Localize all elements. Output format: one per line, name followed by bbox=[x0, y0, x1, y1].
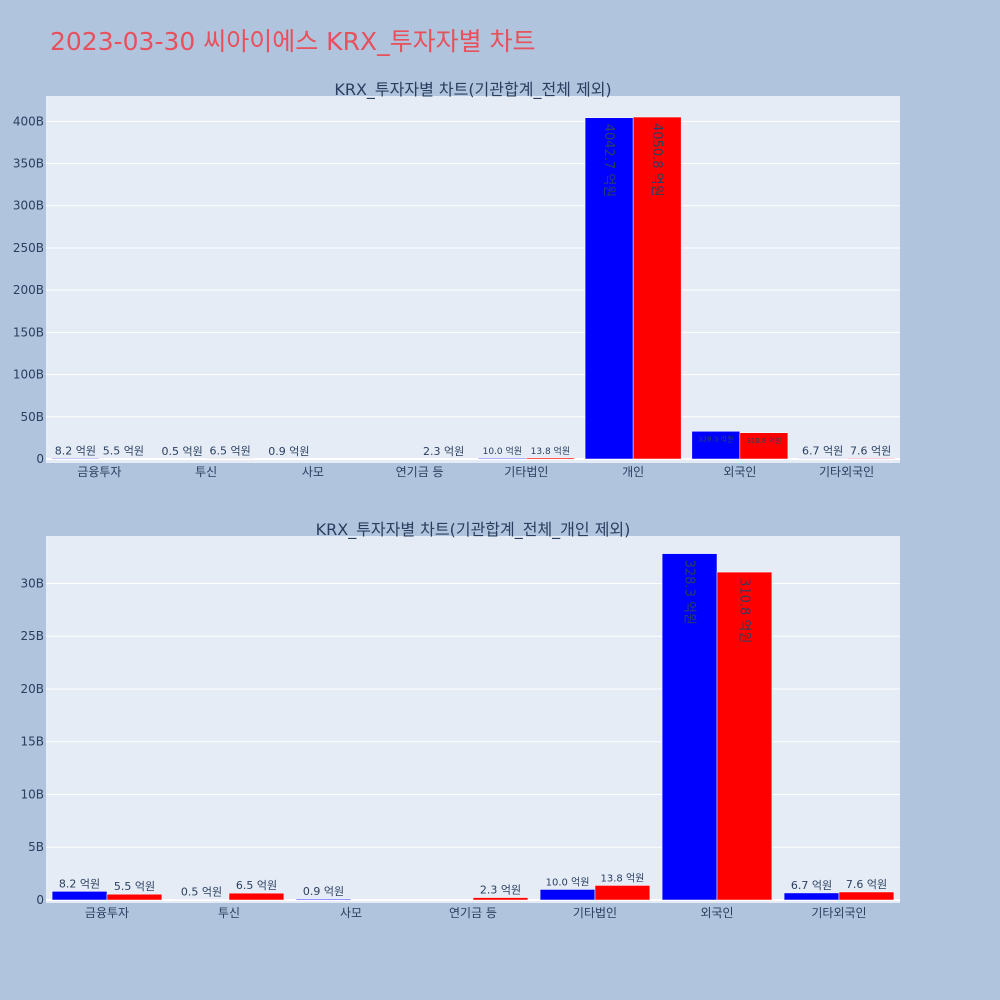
y-tick-label: 25B bbox=[20, 629, 44, 643]
y-tick-label: 300B bbox=[13, 199, 44, 213]
y-tick-label: 350B bbox=[13, 157, 44, 171]
bar-2 bbox=[838, 891, 895, 901]
x-tick-label: 외국인 bbox=[723, 465, 756, 479]
bar-1 bbox=[798, 458, 847, 460]
x-tick-label: 사모 bbox=[340, 906, 362, 920]
data-label: 10.0 억원 bbox=[546, 876, 590, 888]
data-label: 6.7 억원 bbox=[802, 444, 843, 457]
data-label: 2.3 억원 bbox=[423, 445, 464, 458]
bar-2 bbox=[846, 458, 895, 460]
bar-1 bbox=[295, 898, 352, 901]
chart-title: KRX_투자자별 차트(기관합계_전체 제외) bbox=[334, 80, 611, 100]
bar-1 bbox=[51, 891, 108, 901]
bar-1 bbox=[661, 553, 718, 901]
bar-1 bbox=[417, 899, 474, 901]
bar-2 bbox=[632, 116, 682, 460]
x-tick-label: 기타외국인 bbox=[819, 465, 874, 479]
bar-1 bbox=[539, 889, 596, 901]
bar-1 bbox=[691, 431, 741, 460]
bar-2 bbox=[312, 458, 362, 460]
data-label: 7.6 억원 bbox=[850, 444, 891, 457]
data-label: 0.5 억원 bbox=[181, 885, 222, 898]
bar-1 bbox=[51, 458, 100, 460]
data-label: 0.9 억원 bbox=[303, 885, 344, 898]
chart-1-plot: KRX_투자자별 차트(기관합계_전체 제외) 8.2 억원 5.5 억원 0.5 … bbox=[13, 80, 900, 479]
y-tick-label: 200B bbox=[13, 283, 44, 297]
y-tick-label: 0 bbox=[36, 893, 44, 907]
bar-1 bbox=[157, 458, 207, 460]
data-label: 13.8 억원 bbox=[531, 445, 570, 457]
y-tick-label: 250B bbox=[13, 241, 44, 255]
plot-area bbox=[46, 96, 900, 463]
x-tick-label: 연기금 등 bbox=[396, 465, 444, 479]
bar-2 bbox=[99, 458, 148, 460]
y-tick-label: 15B bbox=[20, 735, 44, 749]
y-tick-label: 150B bbox=[13, 325, 44, 339]
data-label: 328.3 억원 bbox=[682, 560, 697, 625]
y-tick-label: 10B bbox=[20, 787, 44, 801]
chart-2-plot: KRX_투자자별 차트(기관합계_전체_개인 제외) 8.2 억원 5.5 억원 0… bbox=[20, 520, 900, 920]
bar-2 bbox=[350, 899, 407, 901]
x-tick-label: 기타법인 bbox=[573, 906, 617, 920]
chart-title: KRX_투자자별 차트(기관합계_전체_개인 제외) bbox=[316, 520, 631, 540]
bar-1 bbox=[264, 458, 314, 460]
data-label: 0.9 억원 bbox=[268, 445, 309, 458]
data-label: 8.2 억원 bbox=[55, 444, 96, 457]
data-label: 6.5 억원 bbox=[210, 444, 251, 457]
y-tick-label: 0 bbox=[36, 452, 44, 466]
x-tick-label: 투신 bbox=[195, 465, 217, 479]
y-tick-label: 30B bbox=[20, 576, 44, 590]
x-tick-label: 기타법인 bbox=[504, 465, 548, 479]
bar-2 bbox=[419, 458, 468, 460]
bar-2 bbox=[228, 892, 285, 901]
bar-2 bbox=[205, 458, 255, 460]
data-label: 10.0 억원 bbox=[483, 445, 522, 457]
x-tick-label: 투신 bbox=[218, 906, 240, 920]
x-tick-label: 개인 bbox=[622, 465, 644, 479]
y-tick-label: 50B bbox=[20, 410, 44, 424]
data-label: 8.2 억원 bbox=[59, 877, 100, 890]
y-tick-label: 100B bbox=[13, 368, 44, 382]
data-label: 4042.7 억원 bbox=[601, 124, 616, 198]
data-label: 5.5 억원 bbox=[114, 880, 155, 893]
data-label: 310.8 억원 bbox=[736, 578, 751, 643]
y-tick-label: 20B bbox=[20, 682, 44, 696]
data-label: 328.3 억원 bbox=[698, 434, 733, 443]
x-tick-label: 금융투자 bbox=[85, 906, 129, 920]
data-label: 6.5 억원 bbox=[236, 879, 277, 892]
data-label: 7.6 억원 bbox=[846, 878, 887, 891]
bar-1 bbox=[584, 117, 634, 460]
data-label: 13.8 억원 bbox=[601, 872, 645, 884]
y-tick-label: 400B bbox=[13, 114, 44, 128]
bar-1 bbox=[783, 892, 840, 901]
y-tick-label: 5B bbox=[28, 840, 44, 854]
bar-1 bbox=[478, 457, 527, 460]
bar-2 bbox=[594, 885, 651, 901]
data-label: 2.3 억원 bbox=[480, 884, 521, 897]
bar-2 bbox=[472, 897, 529, 901]
data-label: 6.7 억원 bbox=[791, 879, 832, 892]
data-label: 4050.8 억원 bbox=[649, 123, 664, 197]
bar-1 bbox=[371, 458, 420, 460]
page-title: 2023-03-30 씨아이에스 KRX_투자자별 차트 bbox=[50, 27, 536, 56]
bar-1 bbox=[173, 899, 230, 901]
x-tick-label: 기타외국인 bbox=[811, 906, 866, 920]
data-label: 0.5 억원 bbox=[161, 445, 202, 458]
x-tick-label: 연기금 등 bbox=[449, 906, 497, 920]
data-label: 5.5 억원 bbox=[103, 445, 144, 458]
x-tick-label: 금융투자 bbox=[77, 465, 121, 479]
bar-2 bbox=[106, 893, 163, 901]
bar-2 bbox=[716, 571, 773, 901]
x-tick-label: 사모 bbox=[302, 465, 324, 479]
x-tick-label: 외국인 bbox=[700, 906, 733, 920]
bar-2 bbox=[739, 432, 789, 460]
data-label: 310.8 억원 bbox=[746, 436, 781, 445]
bar-2 bbox=[526, 457, 575, 460]
